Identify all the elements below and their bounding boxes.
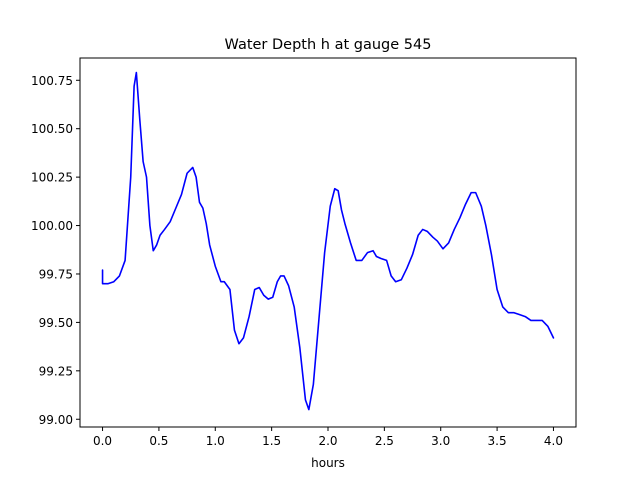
- x-tick-label: 3.0: [431, 434, 450, 448]
- x-tick-label: 2.5: [375, 434, 394, 448]
- x-tick-label: 0.0: [93, 434, 112, 448]
- x-tick-label: 2.0: [318, 434, 337, 448]
- y-tick-label: 100.25: [31, 171, 73, 185]
- y-tick-label: 100.00: [31, 219, 73, 233]
- y-tick-label: 100.75: [31, 74, 73, 88]
- y-tick-label: 100.50: [31, 122, 73, 136]
- chart-title: Water Depth h at gauge 545: [225, 37, 432, 53]
- x-tick-label: 0.5: [149, 434, 168, 448]
- y-tick-label: 99.75: [39, 267, 73, 281]
- y-tick-label: 99.25: [39, 364, 73, 378]
- y-tick-label: 99.00: [39, 413, 73, 427]
- plot-area: 0.0 0.5 1.0 1.5 2.0 2.5 3.0 3.5 4.0 99.00 99.25 99.…: [31, 57, 577, 448]
- x-tick-label: 1.5: [262, 434, 281, 448]
- x-axis-label: hours: [311, 456, 345, 470]
- x-tick-label: 3.5: [488, 434, 507, 448]
- series-line-0: [101, 71, 555, 411]
- x-tick-label: 1.0: [206, 434, 225, 448]
- y-tick-label: 99.50: [39, 316, 73, 330]
- x-tick-label: 4.0: [544, 434, 563, 448]
